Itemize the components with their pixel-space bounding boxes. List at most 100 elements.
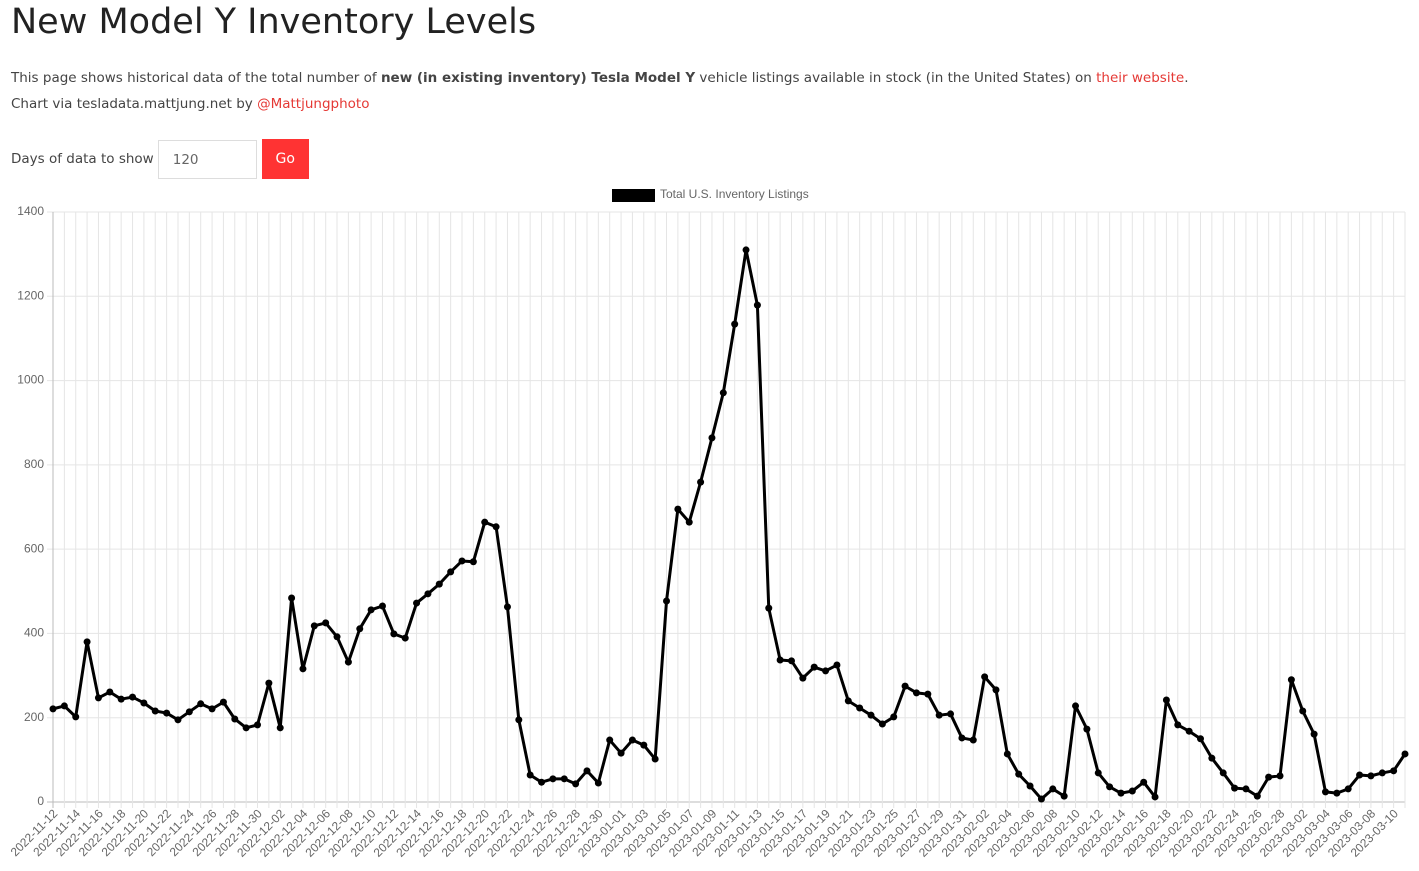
data-point (606, 736, 614, 744)
y-tick-label: 200 (24, 710, 44, 724)
data-point (265, 679, 273, 687)
data-point (1162, 696, 1170, 704)
data-point (1196, 735, 1204, 743)
data-point (390, 630, 398, 638)
data-point (310, 622, 318, 630)
y-tick-label: 0 (37, 794, 44, 808)
data-point (503, 603, 511, 611)
data-point (469, 558, 477, 566)
data-point (83, 638, 91, 646)
data-point (1299, 707, 1307, 715)
data-point (151, 707, 159, 715)
data-point (685, 518, 693, 526)
data-point (458, 557, 466, 565)
data-point (1128, 787, 1136, 795)
data-point (981, 673, 989, 681)
go-button[interactable]: Go (261, 139, 309, 179)
data-point (1060, 792, 1068, 800)
data-point (378, 602, 386, 610)
website-link[interactable]: their website (1096, 70, 1185, 86)
data-point (538, 778, 546, 786)
intro: This page shows historical data of the t… (11, 70, 1188, 86)
data-point (299, 665, 307, 673)
chart: Total U.S. Inventory Listings 0 200 400 600… (8, 187, 1409, 860)
data-point (435, 580, 443, 588)
intro-text: . (1184, 70, 1189, 86)
data-point (254, 721, 262, 729)
data-point (1321, 788, 1329, 796)
data-point (1401, 750, 1409, 758)
data-point (140, 699, 148, 707)
data-point (333, 633, 341, 641)
days-input[interactable]: 120 (157, 139, 257, 179)
data-point (594, 779, 602, 787)
data-point (708, 434, 716, 442)
days-label: Days of data to show (11, 151, 154, 167)
data-point (560, 775, 568, 783)
page-title: New Model Y Inventory Levels (11, 2, 537, 42)
data-point (1219, 769, 1227, 777)
data-point (526, 771, 534, 779)
data-point (1287, 676, 1295, 684)
data-point (890, 713, 898, 721)
data-point (1117, 789, 1125, 797)
data-point (878, 720, 886, 728)
data-point (1026, 782, 1034, 790)
data-point (867, 711, 875, 719)
data-point (1049, 785, 1057, 793)
data-point (492, 523, 500, 531)
data-point (776, 656, 784, 664)
data-point (208, 705, 216, 713)
days-form: Days of data to show 120 Go (11, 139, 309, 179)
legend-label: Total U.S. Inventory Listings (660, 187, 809, 201)
intro-text: This page shows historical data of the t… (11, 70, 381, 86)
data-point (219, 698, 227, 706)
data-point (1003, 750, 1011, 758)
data-point (1140, 778, 1148, 786)
data-point (844, 697, 852, 705)
data-point (719, 389, 727, 397)
data-point (924, 690, 932, 698)
data-point (242, 724, 250, 732)
data-point (958, 734, 966, 742)
data-point (742, 246, 750, 254)
data-point (935, 711, 943, 719)
data-point (185, 708, 193, 716)
data-point (969, 736, 977, 744)
data-point (367, 606, 375, 614)
y-tick-label: 1000 (17, 373, 44, 387)
data-point (447, 568, 455, 576)
data-point (822, 667, 830, 675)
data-point (117, 695, 125, 703)
data-point (799, 674, 807, 682)
data-point (753, 301, 761, 309)
data-point (810, 663, 818, 671)
data-point (72, 713, 80, 721)
data-point (481, 518, 489, 526)
data-point (401, 634, 409, 642)
data-point (1367, 772, 1375, 780)
data-point (231, 715, 239, 723)
data-point (1265, 773, 1273, 781)
data-point (901, 682, 909, 690)
data-point (129, 693, 137, 701)
data-point (583, 767, 591, 775)
data-point (356, 625, 364, 633)
data-point (1253, 792, 1261, 800)
data-point (1231, 784, 1239, 792)
data-point (731, 320, 739, 328)
credit-text: Chart via tesladata.mattjung.net by (11, 96, 258, 112)
data-point (413, 599, 421, 607)
data-point (651, 755, 659, 763)
data-point (515, 716, 523, 724)
data-point (276, 724, 284, 732)
data-point (787, 657, 795, 665)
data-point (947, 710, 955, 718)
data-point (1015, 770, 1023, 778)
author-link[interactable]: @Mattjungphoto (257, 96, 370, 112)
data-point (1208, 754, 1216, 762)
data-point (992, 686, 1000, 694)
data-point (1185, 727, 1193, 735)
data-point (1083, 725, 1091, 733)
